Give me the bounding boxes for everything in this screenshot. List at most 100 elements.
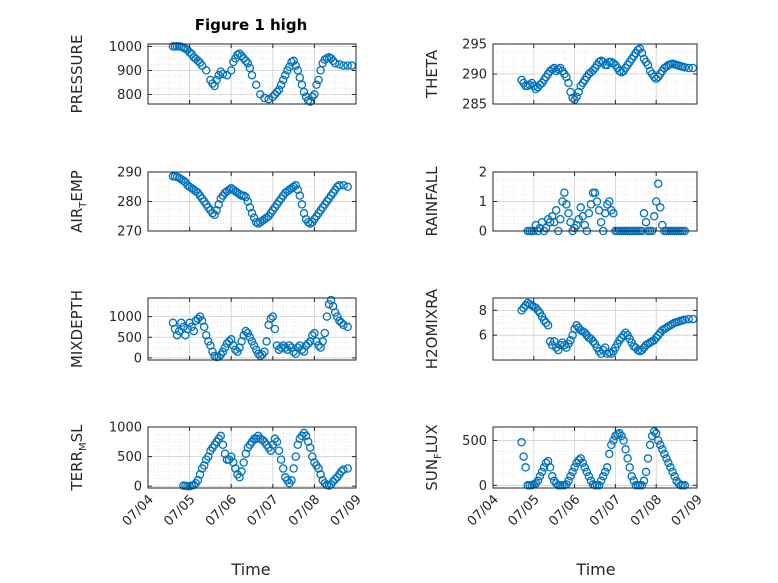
data-point — [539, 316, 549, 325]
data-point — [303, 437, 313, 447]
data-point — [658, 445, 667, 454]
data-point — [222, 70, 232, 80]
data-point — [193, 314, 203, 323]
y-tick-label: 0 — [479, 225, 487, 240]
data-point — [185, 48, 194, 57]
x-tick-label: 07/08 — [628, 492, 665, 529]
data-point — [174, 173, 184, 183]
data-point — [639, 209, 649, 218]
x-tick-label: 07/06 — [203, 492, 240, 529]
data-point — [285, 62, 294, 72]
y-tick-label: 0 — [134, 351, 142, 366]
x-tick-label: 07/05 — [161, 492, 198, 529]
y-tick-label: 1 — [479, 195, 487, 210]
data-point — [519, 303, 528, 313]
x-tick-label: 07/09 — [328, 492, 365, 529]
x-tick-label: 07/06 — [546, 492, 583, 529]
data-point — [521, 463, 530, 472]
data-point — [278, 464, 288, 473]
y-tick-label: 290 — [462, 68, 487, 83]
data-point — [245, 333, 255, 342]
y-tick-label: 2 — [479, 166, 487, 181]
y-tick-label: 280 — [117, 195, 142, 210]
data-point — [326, 54, 336, 63]
data-point — [541, 318, 551, 328]
data-point — [293, 185, 303, 194]
panel-sun-flux: 0 500 07/04 07/05 07/06 07/07 07/08 07/09 SUNFLU… — [423, 424, 706, 529]
data-point — [564, 476, 573, 486]
data-point — [266, 314, 275, 323]
data-point — [337, 318, 346, 328]
data-point — [666, 463, 675, 472]
data-point — [260, 347, 269, 356]
x-tick-label: 07/04 — [465, 492, 502, 529]
data-point — [649, 212, 659, 221]
data-point — [185, 182, 194, 192]
data-point — [653, 330, 663, 340]
data-point — [272, 341, 282, 350]
data-point — [627, 472, 636, 481]
data-point — [187, 322, 196, 332]
data-point — [615, 335, 624, 345]
data-point — [547, 472, 557, 481]
data-point — [560, 188, 569, 197]
data-point — [308, 452, 317, 461]
data-point — [260, 93, 269, 103]
data-point — [347, 61, 357, 70]
data-point — [333, 182, 342, 192]
data-point — [231, 345, 240, 354]
data-point — [343, 464, 352, 473]
data-point — [210, 210, 219, 220]
data-point — [607, 349, 616, 359]
data-point — [216, 431, 226, 441]
data-point — [343, 182, 352, 192]
data-point — [195, 470, 205, 479]
data-point — [274, 85, 284, 94]
data-point — [239, 458, 248, 467]
data-point — [543, 321, 553, 330]
figure-title: Figure 1 high — [195, 16, 308, 34]
data-point — [251, 345, 261, 354]
data-point — [172, 330, 182, 340]
data-point — [519, 452, 528, 461]
data-point — [291, 181, 300, 190]
y-axis-label-pressure: PRESSURE — [68, 35, 86, 114]
data-point — [226, 452, 236, 461]
data-point — [643, 454, 653, 463]
data-point — [281, 70, 290, 80]
data-point — [204, 452, 213, 461]
panel-pressure: 800 900 1000 PRESSURE — [68, 35, 357, 114]
data-point — [289, 464, 298, 473]
data-point — [281, 343, 290, 352]
data-point — [343, 61, 352, 70]
data-point — [560, 340, 569, 350]
data-point — [596, 476, 606, 486]
data-point — [218, 440, 228, 450]
data-point — [651, 74, 661, 84]
data-point — [637, 481, 647, 490]
data-point — [609, 436, 618, 445]
panel-rainfall: 0 1 2 RAINFALL — [423, 166, 698, 240]
data-point — [291, 452, 300, 461]
data-point — [531, 303, 541, 313]
data-point — [303, 339, 313, 348]
data-point — [212, 206, 221, 215]
data-point — [656, 440, 665, 450]
data-point — [241, 56, 251, 66]
y-axis-label-rainfall: RAINFALL — [423, 166, 441, 237]
y-tick-label: 290 — [117, 166, 142, 181]
data-point — [314, 75, 323, 85]
data-point — [684, 63, 694, 73]
data-point — [204, 337, 213, 346]
data-point — [299, 209, 309, 218]
data-point — [670, 472, 679, 481]
data-point — [554, 345, 563, 355]
x-tick-label: 07/09 — [669, 492, 706, 529]
data-point — [564, 209, 573, 218]
data-point — [251, 80, 261, 90]
data-point — [243, 58, 253, 68]
data-point — [208, 347, 217, 356]
data-point — [594, 347, 604, 356]
data-point — [297, 200, 307, 209]
